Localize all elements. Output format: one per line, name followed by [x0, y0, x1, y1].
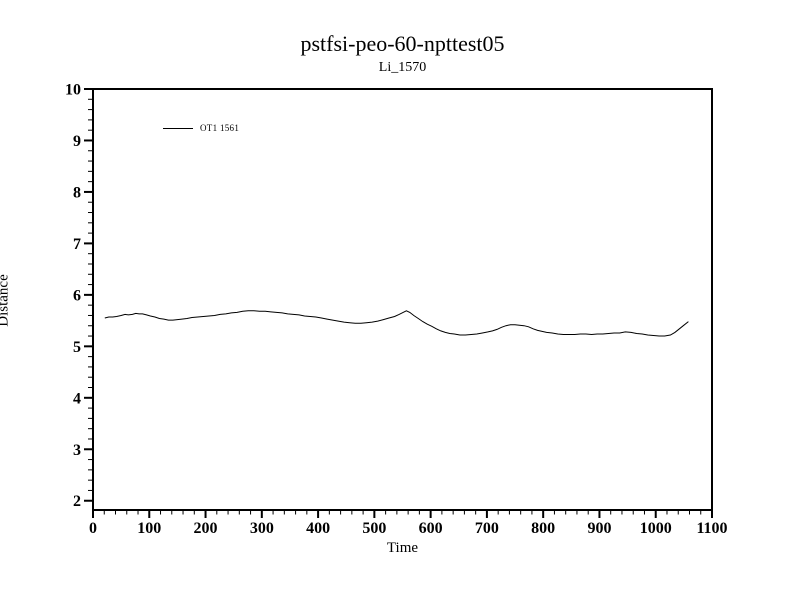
y-tick-label: 7	[73, 236, 81, 253]
x-tick-label: 800	[531, 520, 555, 537]
chart-title: pstfsi-peo-60-npttest05	[300, 31, 505, 56]
x-tick-label: 500	[362, 520, 386, 537]
x-tick-label: 200	[194, 520, 218, 537]
y-tick-label: 9	[73, 133, 81, 150]
plot-frame	[92, 88, 713, 511]
x-tick-label: 700	[475, 520, 499, 537]
legend-label: OT1 1561	[200, 123, 240, 133]
x-tick-label: 100	[137, 520, 161, 537]
x-axis-label: Time	[386, 540, 419, 556]
x-tick-label: 900	[587, 520, 611, 537]
chart-subtitle: Li_1570	[378, 60, 427, 75]
y-tick-label: 10	[65, 82, 81, 99]
legend-line-swatch	[163, 127, 193, 129]
data-series-line	[104, 310, 689, 337]
x-tick-label: 0	[89, 520, 97, 537]
y-tick-label: 4	[73, 390, 81, 407]
x-tick-label: 1000	[640, 520, 672, 537]
y-tick-label: 8	[73, 184, 81, 201]
y-tick-label: 5	[73, 339, 81, 356]
x-tick-label: 600	[419, 520, 443, 537]
y-tick-label: 2	[73, 493, 81, 510]
x-tick-label: 400	[306, 520, 330, 537]
x-tick-label: 300	[250, 520, 274, 537]
y-tick-label: 3	[73, 442, 81, 459]
x-tick-label: 1100	[696, 520, 727, 537]
y-tick-label: 6	[73, 287, 81, 304]
legend: OT1 1561	[163, 121, 239, 135]
y-axis-label: Distance	[0, 274, 12, 327]
